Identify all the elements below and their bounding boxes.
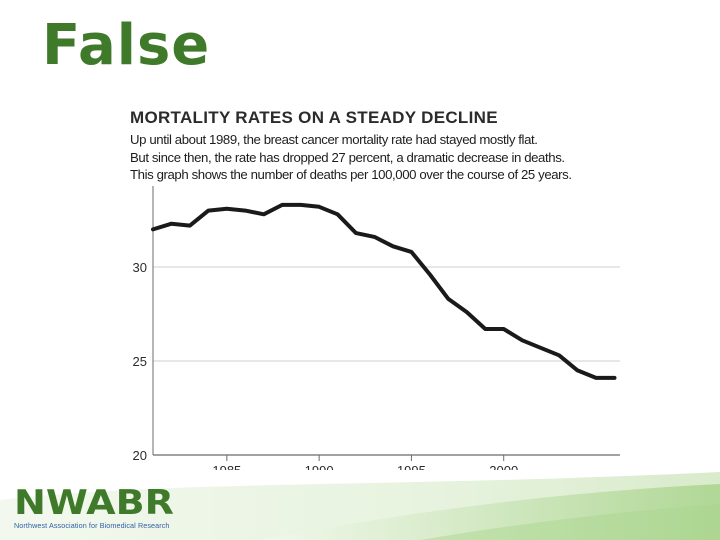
footer-swoosh-decoration <box>0 472 720 540</box>
x-tick-label-1985: 1985 <box>212 463 241 470</box>
chart-description-line-1: Up until about 1989, the breast cancer m… <box>130 132 538 147</box>
y-tick-label-20: 20 <box>133 448 147 463</box>
chart-description-line-3: This graph shows the number of deaths pe… <box>130 167 572 182</box>
x-tick-label-2000: 2000 <box>489 463 518 470</box>
series-line-0 <box>151 202 617 380</box>
chart-description: Up until about 1989, the breast cancer m… <box>130 131 630 184</box>
mortality-line-chart: 20 25 30 1985 1990 1995 2000 <box>133 186 620 470</box>
chart-description-line-2: But since then, the rate has dropped 27 … <box>130 149 565 165</box>
chart-title: MORTALITY RATES ON A STEADY DECLINE <box>130 108 498 127</box>
y-tick-label-25: 25 <box>133 354 147 369</box>
x-tick-label-1995: 1995 <box>397 463 426 470</box>
nwabr-logo: NWABR Northwest Association for Biomedic… <box>14 486 174 530</box>
logo-tagline: Northwest Association for Biomedical Res… <box>14 521 170 530</box>
logo-wordmark: NWABR <box>14 483 174 523</box>
chart-header: MORTALITY RATES ON A STEADY DECLINE Up u… <box>130 108 630 184</box>
x-tick-label-1990: 1990 <box>305 463 334 470</box>
y-tick-label-30: 30 <box>133 260 147 275</box>
slide-title: False <box>42 13 211 78</box>
